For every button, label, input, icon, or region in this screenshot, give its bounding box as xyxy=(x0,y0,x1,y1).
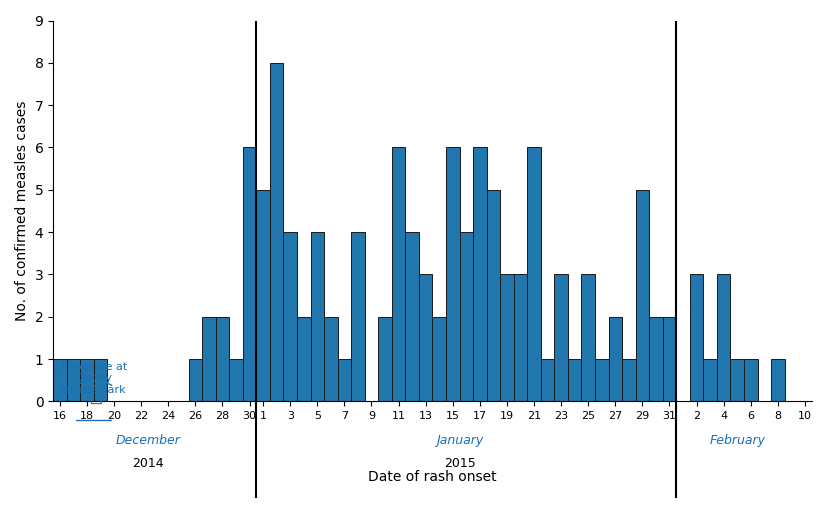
Bar xyxy=(93,359,108,402)
Text: December: December xyxy=(116,434,180,447)
Bar xyxy=(216,317,229,402)
Bar xyxy=(432,317,446,402)
Text: 2015: 2015 xyxy=(443,457,475,470)
Bar xyxy=(689,275,702,402)
Bar xyxy=(567,359,581,402)
Bar xyxy=(770,359,784,402)
Bar xyxy=(229,359,242,402)
Bar xyxy=(337,359,351,402)
Bar xyxy=(743,359,757,402)
Bar xyxy=(500,275,513,402)
Text: ⎵: ⎵ xyxy=(87,383,100,403)
Text: Exposure at
Disney
theme park: Exposure at Disney theme park xyxy=(60,362,127,395)
Bar xyxy=(378,317,391,402)
Bar xyxy=(53,359,67,402)
Bar xyxy=(540,359,554,402)
Bar xyxy=(472,148,486,402)
Bar xyxy=(527,148,540,402)
Bar xyxy=(270,63,283,402)
Bar xyxy=(486,190,500,402)
Bar xyxy=(405,232,418,402)
Bar xyxy=(648,317,662,402)
Text: February: February xyxy=(709,434,764,447)
Bar xyxy=(323,317,337,402)
Bar xyxy=(729,359,743,402)
Bar xyxy=(635,190,648,402)
Bar xyxy=(446,148,459,402)
Bar xyxy=(310,232,323,402)
Bar xyxy=(283,232,297,402)
Bar xyxy=(297,317,310,402)
Bar xyxy=(256,190,270,402)
Bar xyxy=(608,317,621,402)
Bar xyxy=(189,359,202,402)
Bar xyxy=(391,148,405,402)
Bar xyxy=(459,232,472,402)
Bar xyxy=(662,317,676,402)
Bar xyxy=(202,317,216,402)
Bar xyxy=(595,359,608,402)
Bar xyxy=(242,148,256,402)
Y-axis label: No. of confirmed measles cases: No. of confirmed measles cases xyxy=(15,101,29,321)
Bar xyxy=(67,359,80,402)
Bar xyxy=(621,359,635,402)
Bar xyxy=(418,275,432,402)
Bar xyxy=(554,275,567,402)
Bar xyxy=(351,232,364,402)
Bar xyxy=(513,275,527,402)
Bar xyxy=(702,359,716,402)
Bar xyxy=(80,359,93,402)
Text: 2014: 2014 xyxy=(132,457,164,470)
X-axis label: Date of rash onset: Date of rash onset xyxy=(368,470,496,484)
Text: January: January xyxy=(435,434,483,447)
Bar xyxy=(581,275,595,402)
Bar xyxy=(716,275,729,402)
